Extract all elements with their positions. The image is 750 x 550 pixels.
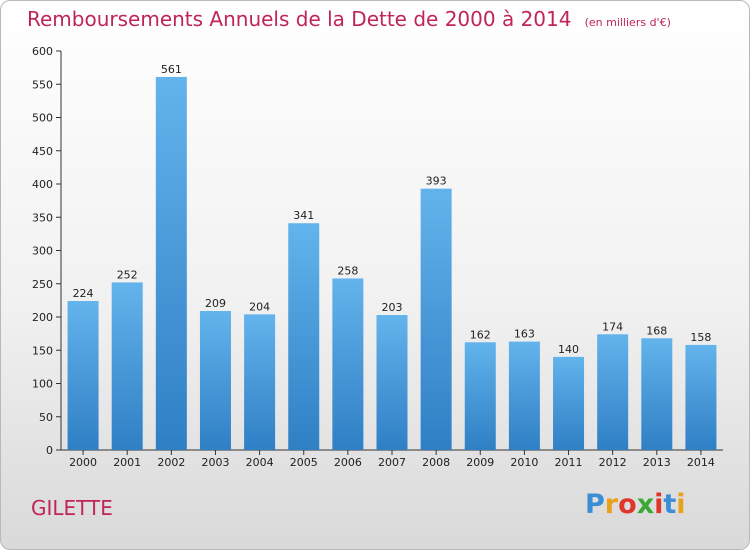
logo-letter: i bbox=[676, 489, 686, 520]
x-tick-label-2006: 2006 bbox=[334, 456, 362, 469]
logo-letter: r bbox=[604, 489, 619, 520]
chart-unit: (en milliers d'€) bbox=[584, 16, 671, 29]
y-tick-label: 500 bbox=[32, 112, 53, 125]
y-tick-label: 550 bbox=[32, 78, 53, 91]
data-label-2004: 204 bbox=[249, 300, 270, 313]
x-tick-label-2013: 2013 bbox=[643, 456, 671, 469]
bar-2003 bbox=[199, 311, 231, 450]
bar-2014 bbox=[685, 344, 717, 450]
data-label-2002: 561 bbox=[161, 63, 182, 76]
x-tick-label-2014: 2014 bbox=[687, 456, 715, 469]
bar-2001 bbox=[111, 282, 143, 450]
bar-2007 bbox=[376, 315, 408, 450]
y-tick-label: 300 bbox=[32, 245, 53, 258]
bar-2008 bbox=[420, 188, 452, 450]
commune-name: GILETTE bbox=[31, 496, 113, 520]
x-tick-label-2003: 2003 bbox=[201, 456, 229, 469]
bar-2012 bbox=[597, 334, 629, 450]
logo-letter: P bbox=[585, 489, 605, 520]
data-label-2001: 252 bbox=[117, 268, 138, 281]
bar-2013 bbox=[641, 338, 673, 450]
y-tick-label: 100 bbox=[32, 378, 53, 391]
bar-2002 bbox=[155, 76, 187, 450]
bar-2006 bbox=[332, 278, 364, 450]
proxiti-logo: Proxiti bbox=[585, 489, 686, 520]
bar-2004 bbox=[244, 314, 276, 450]
x-tick-label-2005: 2005 bbox=[290, 456, 318, 469]
data-label-2014: 158 bbox=[690, 331, 711, 344]
x-tick-label-2008: 2008 bbox=[422, 456, 450, 469]
chart-title: Remboursements Annuels de la Dette de 20… bbox=[27, 7, 572, 31]
y-tick-label: 250 bbox=[32, 278, 53, 291]
data-label-2010: 163 bbox=[514, 328, 535, 341]
x-tick-label-2011: 2011 bbox=[555, 456, 583, 469]
logo-letter: t bbox=[663, 489, 677, 520]
data-label-2008: 393 bbox=[426, 175, 447, 188]
data-label-2007: 203 bbox=[382, 301, 403, 314]
x-tick-label-2012: 2012 bbox=[599, 456, 627, 469]
y-tick-label: 400 bbox=[32, 178, 53, 191]
data-label-2013: 168 bbox=[646, 324, 667, 337]
x-tick-label-2002: 2002 bbox=[157, 456, 185, 469]
y-tick-label: 0 bbox=[46, 444, 53, 457]
y-tick-label: 150 bbox=[32, 344, 53, 357]
bar-2000 bbox=[67, 301, 99, 450]
bar-2010 bbox=[508, 341, 540, 450]
data-label-2009: 162 bbox=[470, 328, 491, 341]
bar-2011 bbox=[553, 356, 585, 450]
data-label-2003: 209 bbox=[205, 297, 226, 310]
x-tick-label-2000: 2000 bbox=[69, 456, 97, 469]
data-label-2000: 224 bbox=[73, 287, 94, 300]
logo-letter: i bbox=[654, 489, 664, 520]
y-tick-label: 450 bbox=[32, 145, 53, 158]
data-label-2012: 174 bbox=[602, 320, 623, 333]
bar-2009 bbox=[464, 342, 496, 450]
x-tick-label-2001: 2001 bbox=[113, 456, 141, 469]
y-tick-label: 200 bbox=[32, 311, 53, 324]
bar-2005 bbox=[288, 223, 320, 450]
chart-title-block: Remboursements Annuels de la Dette de 20… bbox=[27, 7, 671, 31]
x-tick-label-2004: 2004 bbox=[246, 456, 274, 469]
y-tick-label: 600 bbox=[32, 45, 53, 58]
data-label-2005: 341 bbox=[293, 209, 314, 222]
y-tick-label: 350 bbox=[32, 211, 53, 224]
x-tick-label-2009: 2009 bbox=[466, 456, 494, 469]
logo-letter: x bbox=[636, 489, 655, 520]
x-tick-label-2010: 2010 bbox=[510, 456, 538, 469]
y-tick-label: 50 bbox=[39, 411, 53, 424]
logo-letter: o bbox=[618, 489, 637, 520]
data-label-2011: 140 bbox=[558, 343, 579, 356]
data-label-2006: 258 bbox=[337, 264, 358, 277]
x-tick-label-2007: 2007 bbox=[378, 456, 406, 469]
